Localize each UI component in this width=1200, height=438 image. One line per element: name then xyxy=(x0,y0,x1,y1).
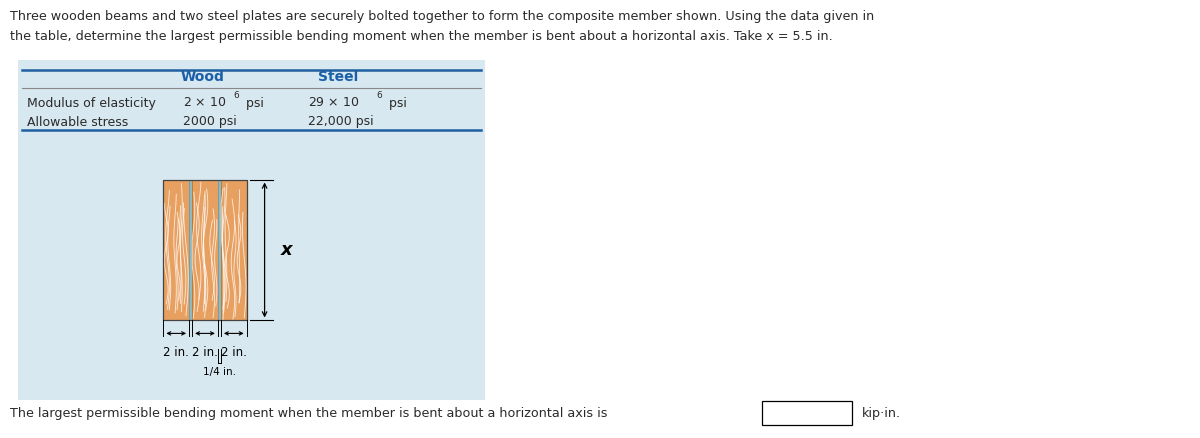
Text: 6: 6 xyxy=(233,91,239,100)
Bar xyxy=(163,180,247,321)
Text: The largest permissible bending moment when the member is bent about a horizonta: The largest permissible bending moment w… xyxy=(10,406,607,420)
Text: psi: psi xyxy=(242,96,264,110)
Text: 2 in.: 2 in. xyxy=(163,346,190,360)
Text: 2 in.: 2 in. xyxy=(221,346,247,360)
Text: 6: 6 xyxy=(376,91,382,100)
Text: Steel: Steel xyxy=(318,70,358,84)
Text: x: x xyxy=(281,241,293,259)
Bar xyxy=(18,60,485,400)
Text: 2000 psi: 2000 psi xyxy=(182,116,236,128)
Text: psi: psi xyxy=(385,96,407,110)
Bar xyxy=(221,180,247,321)
Text: the table, determine the largest permissible bending moment when the member is b: the table, determine the largest permiss… xyxy=(10,30,833,43)
Text: Wood: Wood xyxy=(181,70,224,84)
Bar xyxy=(192,180,218,321)
Text: Modulus of elasticity: Modulus of elasticity xyxy=(28,96,156,110)
Bar xyxy=(163,180,188,321)
Bar xyxy=(190,180,192,321)
Text: Three wooden beams and two steel plates are securely bolted together to form the: Three wooden beams and two steel plates … xyxy=(10,10,875,23)
Text: 22,000 psi: 22,000 psi xyxy=(308,116,373,128)
Text: 1/4 in.: 1/4 in. xyxy=(203,367,236,378)
Text: 2 $\times$ 10: 2 $\times$ 10 xyxy=(182,96,227,110)
Text: Allowable stress: Allowable stress xyxy=(28,116,128,128)
Bar xyxy=(218,180,221,321)
Text: 29 $\times$ 10: 29 $\times$ 10 xyxy=(308,96,359,110)
Text: kip·in.: kip·in. xyxy=(862,406,901,420)
Bar xyxy=(762,401,852,425)
Text: 2 in.: 2 in. xyxy=(192,346,218,360)
